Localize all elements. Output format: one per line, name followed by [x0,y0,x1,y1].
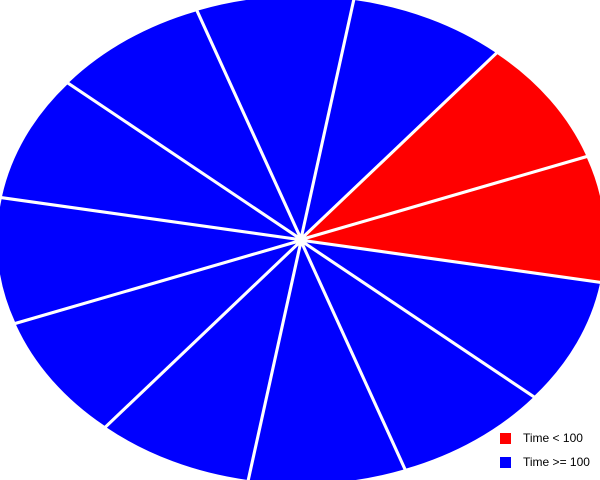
legend-label-time-greater-equal-100: Time >= 100 [523,455,590,469]
pie-slice-7 [0,199,296,322]
pie-slice-12 [306,242,600,396]
pie-slice-4 [198,0,353,235]
pie-slice-11 [304,244,533,469]
pie-slice-10 [249,245,404,480]
legend-item-time-less-100: Time < 100 [500,430,590,446]
legend-swatch-red [500,432,511,444]
legend-item-time-greater-equal-100: Time >= 100 [500,454,590,470]
legend-swatch-blue [500,456,511,468]
pie-slice-2 [305,54,586,237]
pie-slice-1 [306,158,600,281]
pie-slice-9 [106,245,299,480]
legend-label-time-less-100: Time < 100 [523,431,583,445]
pie-slice-5 [69,11,298,236]
legend: Time < 100 Time >= 100 [500,430,590,478]
pie-slice-6 [2,84,296,238]
pie-slice-8 [16,243,297,426]
pie-slice-3 [303,0,496,235]
